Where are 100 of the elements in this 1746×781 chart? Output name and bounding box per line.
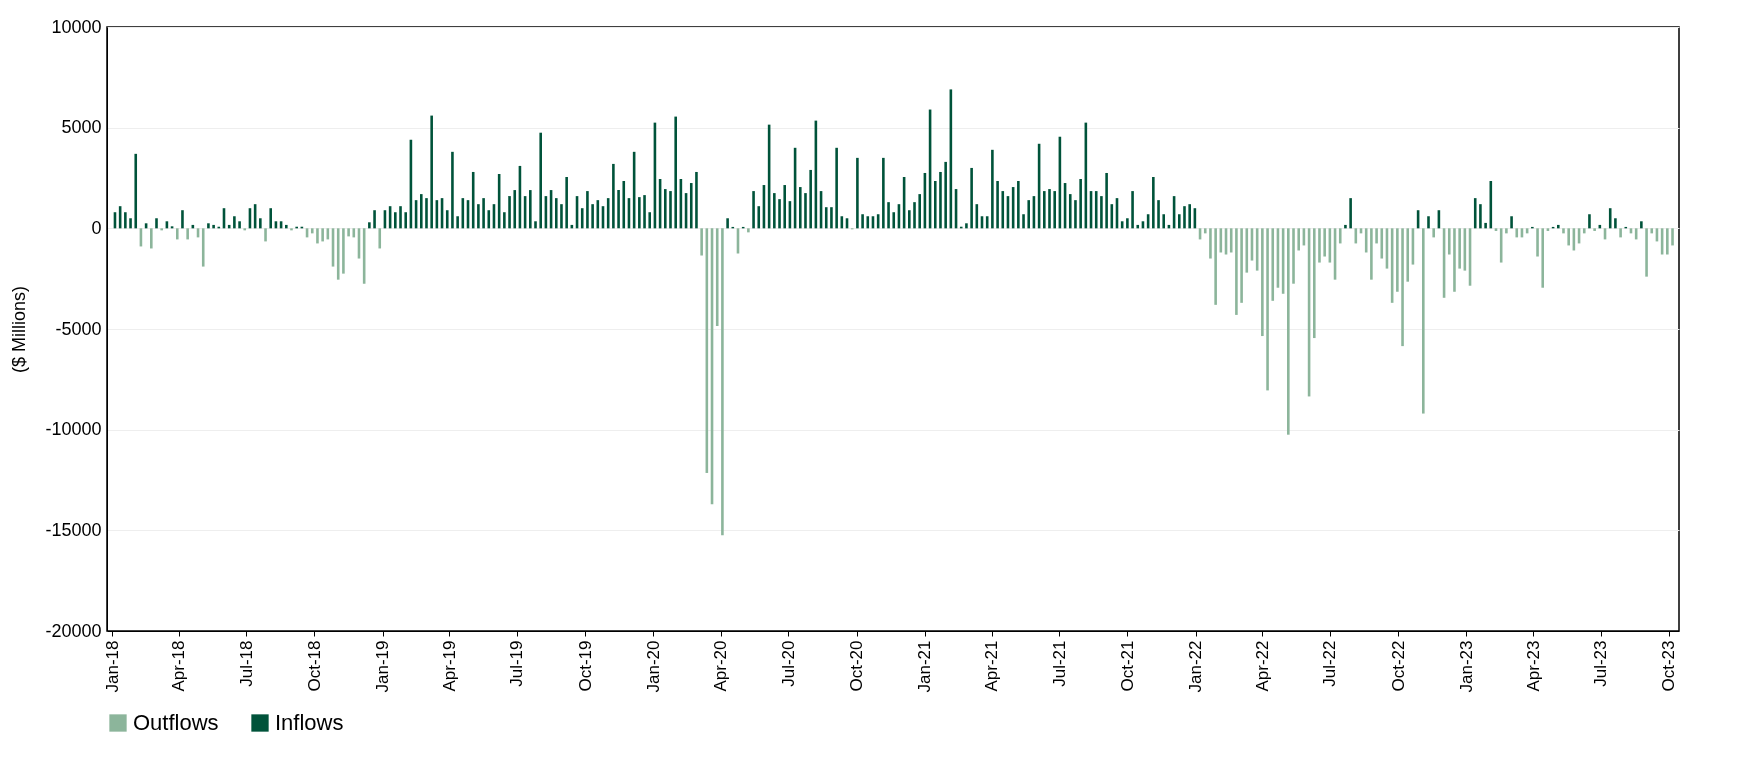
- x-tick-label: Oct-23: [1659, 640, 1679, 692]
- bar: [1406, 228, 1410, 282]
- bar: [1453, 228, 1456, 292]
- y-tick-label: 0: [91, 217, 102, 238]
- x-tick-label: Apr-18: [169, 640, 189, 692]
- x-tick-label: Jul-22: [1320, 640, 1340, 687]
- bar: [150, 228, 153, 249]
- bar: [689, 183, 693, 229]
- bar: [394, 212, 397, 229]
- bar: [1318, 228, 1321, 263]
- bar: [622, 181, 626, 229]
- bar: [1608, 208, 1612, 229]
- bar: [830, 207, 833, 229]
- bar: [1209, 228, 1212, 259]
- bar: [643, 195, 646, 229]
- x-tick-label: Oct-21: [1117, 640, 1137, 692]
- bar: [1203, 228, 1207, 234]
- bar: [638, 197, 641, 229]
- bar: [1261, 228, 1264, 337]
- bar: [1541, 228, 1545, 288]
- bar: [445, 210, 449, 229]
- bar: [378, 228, 382, 249]
- bar: [944, 161, 947, 229]
- bar: [752, 191, 755, 229]
- bar: [477, 204, 480, 229]
- bar: [1666, 228, 1669, 255]
- bar: [321, 228, 324, 242]
- bar: [1344, 224, 1347, 229]
- bar: [933, 181, 937, 229]
- bar: [996, 181, 999, 229]
- bar: [1245, 228, 1249, 273]
- bar: [487, 210, 491, 229]
- bar: [1100, 196, 1103, 229]
- bar: [674, 116, 677, 229]
- bar: [430, 115, 433, 229]
- x-tick-label: Apr-20: [711, 640, 731, 692]
- bar: [1287, 228, 1290, 435]
- bar: [1266, 228, 1269, 391]
- y-tick-label: 10000: [51, 16, 102, 37]
- x-tick-label: Jul-21: [1049, 640, 1069, 687]
- bar: [1053, 191, 1056, 229]
- bar: [124, 212, 127, 229]
- bar: [856, 157, 859, 229]
- bar: [882, 157, 885, 229]
- bar: [1131, 191, 1134, 229]
- x-tick-label: Apr-22: [1252, 640, 1272, 692]
- bar: [259, 218, 262, 229]
- bar: [1447, 228, 1451, 255]
- bar: [207, 223, 210, 229]
- bar: [290, 228, 293, 231]
- bar: [1048, 189, 1051, 229]
- bar: [773, 193, 776, 229]
- y-tick-label: -5000: [55, 318, 102, 339]
- bar: [269, 208, 273, 229]
- bar: [1297, 228, 1300, 251]
- bar: [1110, 204, 1114, 229]
- y-tick-label: -15000: [45, 519, 102, 540]
- x-tick-label: Jul-19: [507, 640, 527, 687]
- bar: [238, 221, 241, 229]
- y-tick-label: -20000: [45, 620, 102, 641]
- bar: [212, 224, 215, 229]
- bar: [747, 228, 750, 233]
- bar: [1650, 228, 1654, 234]
- bar: [591, 204, 594, 229]
- bar: [456, 216, 459, 229]
- bar: [1562, 228, 1565, 234]
- bar: [1380, 228, 1384, 259]
- bar: [1557, 224, 1560, 229]
- bar: [1619, 228, 1622, 238]
- x-tick-label: Apr-23: [1523, 640, 1543, 692]
- bar: [513, 190, 517, 229]
- y-tick-label: -10000: [45, 419, 102, 440]
- bar: [1292, 228, 1295, 284]
- bar: [508, 196, 511, 229]
- bar: [1640, 221, 1643, 229]
- bar: [129, 218, 132, 229]
- bar: [1157, 200, 1160, 229]
- bar: [181, 210, 184, 229]
- bar: [419, 194, 423, 229]
- bar: [155, 218, 158, 229]
- bar: [1235, 228, 1238, 315]
- bar: [1152, 176, 1155, 229]
- bar: [1515, 228, 1519, 238]
- bar: [1214, 228, 1217, 305]
- bar: [316, 228, 319, 244]
- bar: [425, 198, 428, 229]
- bar: [1479, 204, 1482, 229]
- bar: [939, 171, 942, 229]
- bar: [715, 228, 719, 326]
- bar: [368, 222, 371, 229]
- bar: [1432, 228, 1435, 238]
- bar: [1645, 228, 1648, 277]
- legend-label: Inflows: [275, 710, 344, 735]
- bar: [1068, 194, 1072, 229]
- legend-label: Outflows: [133, 710, 219, 735]
- bar: [1422, 228, 1425, 414]
- bar: [243, 228, 247, 231]
- bar: [264, 228, 267, 242]
- bar: [1229, 228, 1233, 253]
- bar: [887, 202, 890, 229]
